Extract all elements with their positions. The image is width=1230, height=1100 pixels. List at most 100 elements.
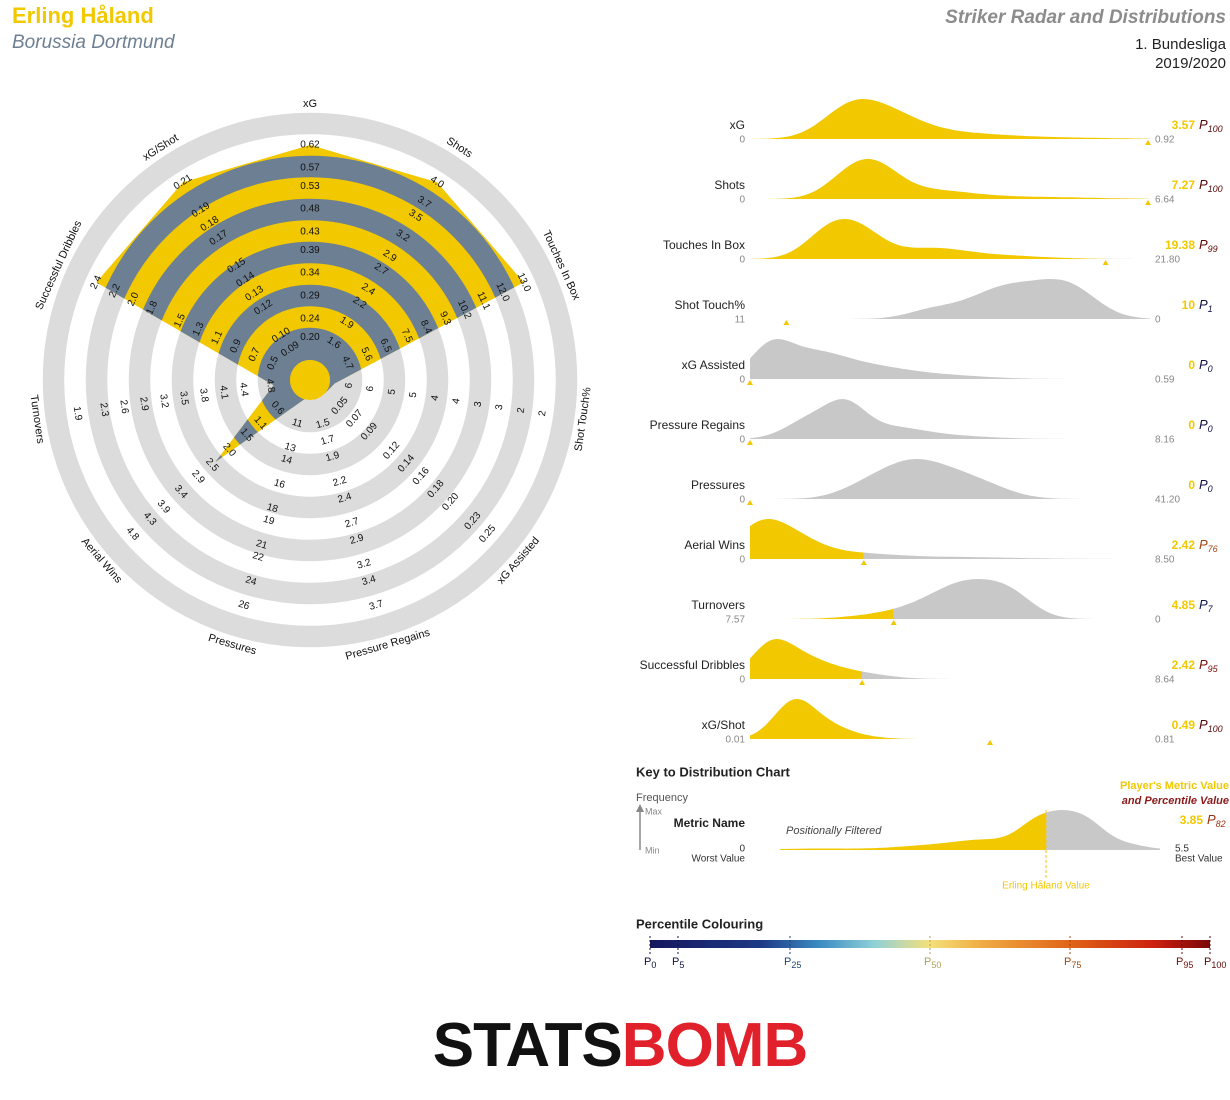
percentile-number: 0 (1208, 424, 1213, 434)
radar-tick-label: 0.57 (300, 163, 320, 174)
radar-tick-label: 11 (291, 417, 304, 431)
radar-tick-label: 2.4 (88, 273, 104, 291)
best-value: 8.64 (1155, 675, 1175, 686)
radar-tick-label: 2 (537, 409, 549, 417)
density-other (863, 552, 1150, 559)
radar-tick-label: 0.7 (247, 346, 263, 364)
percentile: P76 (1199, 537, 1218, 554)
worst-value: 11 (735, 315, 746, 326)
value-marker (1145, 200, 1151, 205)
season: 2019/2020 (1155, 55, 1226, 72)
radar-tick-label: 7.5 (399, 327, 415, 345)
radar-tick-label: 0.9 (228, 337, 244, 355)
percentile-number: 1 (1208, 304, 1213, 314)
radar-tick-label: 14 (280, 453, 294, 467)
radar-tick-label: 0.48 (300, 204, 320, 215)
radar-tick-label: 4.8 (124, 525, 142, 543)
worst-value: 0 (739, 495, 745, 506)
logo: STATSBOMB (433, 1011, 807, 1080)
radar-center (290, 360, 330, 400)
value-marker (747, 500, 753, 505)
value-marker (1145, 140, 1151, 145)
worst-value: 0 (739, 675, 745, 686)
percentile-number: 76 (1208, 544, 1218, 554)
percentile-prefix: P (672, 956, 679, 968)
radar-tick-label: 22 (251, 550, 265, 564)
percentile-number: 100 (1208, 184, 1223, 194)
key-arrowhead (636, 804, 644, 812)
worst-value: 0 (739, 555, 745, 566)
worst-value: 0 (739, 435, 745, 446)
percentile-number: 100 (1211, 960, 1226, 970)
radar-tick-label: 0.29 (300, 291, 320, 302)
value-marker (860, 560, 867, 565)
scale-tick-label: P50 (924, 956, 941, 970)
percentile-prefix: P (1199, 717, 1208, 732)
radar-tick-label: 5.6 (358, 346, 374, 364)
radar-tick-label: 4.4 (237, 382, 250, 398)
percentile: P1 (1199, 297, 1213, 314)
density-filled (750, 608, 894, 619)
radar-tick-label: 3.5 (177, 391, 190, 407)
radar-tick-label: 26 (237, 599, 251, 613)
key-marker-label: Erling Håland Value (1002, 880, 1090, 892)
radar-tick-label: 6 (343, 382, 355, 390)
radar-tick-label: 3 (473, 400, 485, 408)
radar-tick-label: 1.8 (144, 299, 160, 317)
radar-tick-label: 3.8 (197, 388, 210, 404)
player-value: 2.42 (1172, 658, 1196, 672)
percentile-prefix: P (924, 956, 931, 968)
radar-tick-label: 0.62 (300, 140, 320, 151)
metric-name: Shots (714, 178, 745, 192)
radar-tick-label: 3.7 (368, 598, 385, 613)
percentile-prefix: P (1199, 477, 1208, 492)
radar-tick-label: 2.0 (126, 290, 142, 308)
density-filled (750, 219, 1106, 259)
value-marker (783, 320, 790, 325)
worst-value: 0 (739, 195, 745, 206)
metric-name: xG Assisted (682, 358, 745, 372)
key-worst: 0 (739, 844, 745, 855)
metric-name: Touches In Box (663, 238, 745, 252)
radar-tick-label: 0.24 (300, 313, 320, 324)
value-marker (890, 620, 897, 625)
radar-tick-label: 6.5 (378, 337, 394, 355)
radar-tick-label: 8.4 (418, 318, 434, 336)
scale-title: Percentile Colouring (636, 916, 763, 931)
worst-value: 0 (739, 255, 745, 266)
best-value: 0 (1155, 315, 1161, 326)
player-value: 19.38 (1165, 238, 1195, 252)
radar-tick-label: 1.5 (315, 417, 332, 432)
scale-tick-label: P75 (1064, 956, 1081, 970)
radar-tick-label: 4.7 (339, 354, 355, 372)
radar-tick-label: 4 (451, 397, 463, 405)
metric-name: Aerial Wins (684, 538, 745, 552)
player-value: 4.85 (1172, 598, 1196, 612)
density-filled (750, 519, 864, 559)
radar-band (42, 112, 578, 648)
radar-tick-label: 2.9 (189, 468, 207, 486)
player-value: 2.42 (1172, 538, 1196, 552)
percentile: P99 (1199, 237, 1218, 254)
percentile-prefix: P (1176, 956, 1183, 968)
player-value: 0 (1188, 478, 1195, 492)
percentile-prefix: P (1207, 812, 1216, 827)
key-value: 3.85 (1180, 813, 1204, 827)
radar-tick-label: 5 (386, 388, 398, 396)
percentile-prefix: P (784, 956, 791, 968)
metric-name: xG/Shot (702, 718, 746, 732)
density-other (786, 279, 1150, 319)
percentile-number: 25 (791, 960, 801, 970)
scale-tick-label: P0 (644, 956, 656, 970)
radar-tick-label: 0.43 (300, 227, 320, 238)
radar-tick-label: 9.3 (437, 310, 453, 328)
value-marker (747, 380, 753, 385)
scale-tick-label: P25 (784, 956, 801, 970)
radar-tick-label: 1.5 (172, 312, 188, 330)
percentile-number: 99 (1208, 244, 1218, 254)
percentile-number: 100 (1208, 124, 1223, 134)
radar-tick-label: 2.2 (107, 282, 123, 300)
best-value: 0.81 (1155, 735, 1175, 746)
radar-tick-label: 2.4 (337, 491, 354, 506)
